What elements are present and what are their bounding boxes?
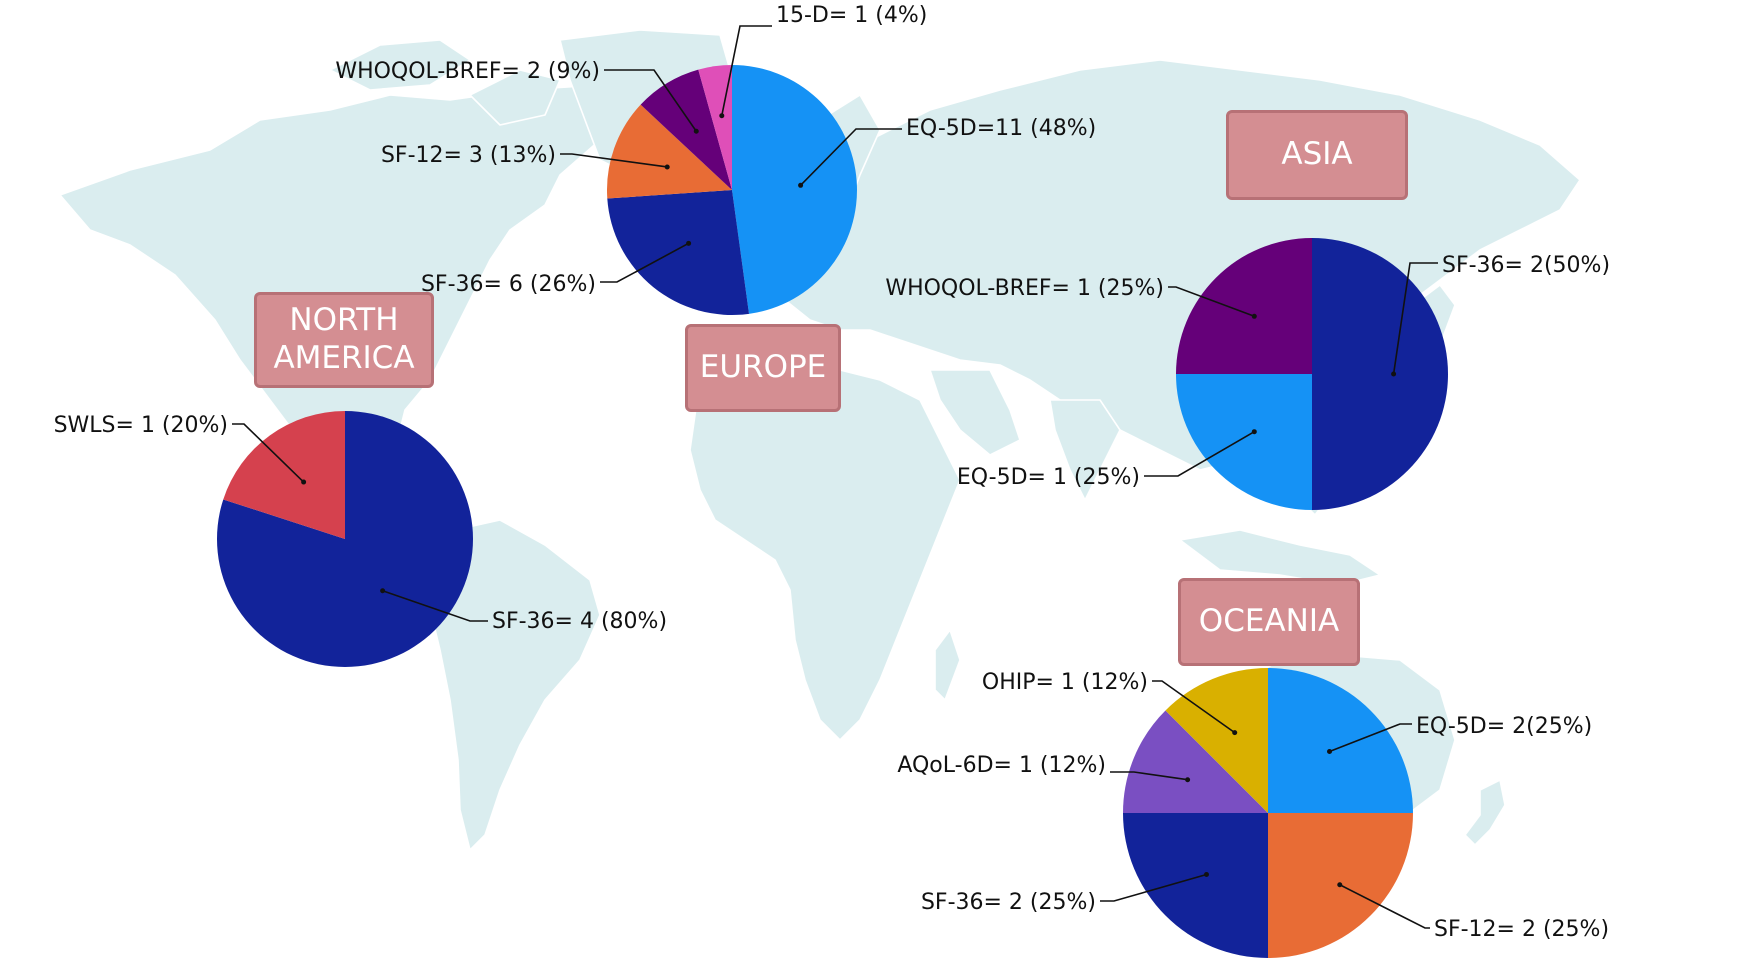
pie-slice-sf-36 xyxy=(1123,813,1268,958)
landmass-arctic-islands xyxy=(329,39,471,91)
leader-dot xyxy=(1327,748,1333,754)
slice-label: WHOQOL-BREF= 2 (9%) xyxy=(335,59,600,84)
landmass-baffin xyxy=(469,69,561,126)
leader-line xyxy=(1329,723,1412,753)
leader-dot xyxy=(1391,371,1397,377)
pie-slice-whoqol-bref xyxy=(640,69,732,190)
leader-line xyxy=(1110,771,1188,781)
landmass-africa xyxy=(689,359,961,741)
pie-slice-sf-36 xyxy=(1312,238,1448,510)
pie-chart-asia: SF-36= 2(50%) EQ-5D= 1 (25%) WHOQOL-BREF= … xyxy=(885,238,1610,510)
pie-slice-sf-12 xyxy=(607,104,732,199)
leader-dot xyxy=(1251,429,1257,435)
leader-line xyxy=(800,128,902,186)
slice-label: SF-12= 3 (13%) xyxy=(381,143,556,168)
slice-label: EQ-5D= 2(25%) xyxy=(1416,714,1592,739)
leader-line xyxy=(1100,873,1207,902)
pie-chart-north-america: SF-36= 4 (80%) SWLS= 1 (20%) xyxy=(54,411,667,667)
leader-line xyxy=(232,423,305,483)
slice-label: SF-12= 2 (25%) xyxy=(1434,917,1609,942)
leader-dot xyxy=(664,164,670,170)
slice-label: OHIP= 1 (12%) xyxy=(982,670,1148,695)
leader-dot xyxy=(1185,777,1191,783)
leader-line xyxy=(1339,884,1430,929)
slice-label: EQ-5D=11 (48%) xyxy=(906,116,1096,141)
slice-label: SF-36= 4 (80%) xyxy=(492,609,667,634)
leader-dot xyxy=(1251,313,1257,319)
slice-label: SF-36= 2(50%) xyxy=(1442,253,1610,278)
leader-line xyxy=(1168,286,1255,318)
leader-dot xyxy=(301,479,307,485)
slice-label: EQ-5D= 1 (25%) xyxy=(957,465,1140,490)
pie-slice-aqol-6d xyxy=(1123,710,1268,813)
leader-line xyxy=(1392,262,1438,375)
leader-line xyxy=(382,590,488,622)
landmass-north-america xyxy=(59,84,651,471)
region-label-oceania: OCEANIA xyxy=(1178,578,1360,666)
slice-label: SF-36= 2 (25%) xyxy=(921,890,1096,915)
landmass-new-zealand xyxy=(1464,779,1506,846)
landmass-india xyxy=(1049,399,1121,501)
pie-chart-oceania: EQ-5D= 2(25%) SF-12= 2 (25%) SF-36= 2 (25%… xyxy=(897,668,1609,958)
landmass-arabia xyxy=(929,369,1021,456)
leader-dot xyxy=(380,588,386,594)
slice-label: WHOQOL-BREF= 1 (25%) xyxy=(885,276,1164,301)
leader-dot xyxy=(1337,882,1343,888)
pie-slice-swls xyxy=(223,411,345,539)
leader-line xyxy=(600,242,689,283)
leader-line xyxy=(560,153,668,168)
leader-line xyxy=(604,69,697,132)
leader-dot xyxy=(693,128,699,134)
leader-line xyxy=(1152,680,1236,734)
region-label-asia: ASIA xyxy=(1226,110,1408,200)
slice-label: SF-36= 6 (26%) xyxy=(421,272,596,297)
region-label-north-america: NORTH AMERICA xyxy=(254,292,434,388)
landmass-madagascar xyxy=(934,629,961,701)
leader-dot xyxy=(686,240,692,246)
slice-label: AQoL-6D= 1 (12%) xyxy=(897,753,1106,778)
leader-line xyxy=(1144,431,1255,477)
leader-dot xyxy=(719,113,725,119)
slice-label: 15-D= 1 (4%) xyxy=(776,3,927,28)
leader-dot xyxy=(1232,730,1238,736)
pie-charts-layer: EQ-5D=11 (48%) SF-36= 6 (26%) SF-12= 3 (13… xyxy=(54,3,1610,958)
slice-label: SWLS= 1 (20%) xyxy=(54,413,228,438)
leader-line xyxy=(721,25,772,116)
landmass-indonesia xyxy=(1179,529,1381,586)
pie-slice-eq-5d xyxy=(1268,668,1413,813)
leader-dot xyxy=(1203,872,1209,878)
pie-slice-ohip xyxy=(1165,668,1268,813)
pie-slice-sf-36 xyxy=(607,190,750,316)
pie-chart-europe: EQ-5D=11 (48%) SF-36= 6 (26%) SF-12= 3 (13… xyxy=(335,3,1096,316)
pie-slice-eq-5d xyxy=(732,65,858,314)
landmass-south-america xyxy=(427,519,601,851)
pie-slice-eq-5d xyxy=(1176,374,1312,510)
pie-slice-whoqol-bref xyxy=(1176,238,1312,374)
region-label-europe: EUROPE xyxy=(685,324,841,412)
leader-dot xyxy=(798,182,804,188)
pie-slice-15-d xyxy=(698,65,732,190)
